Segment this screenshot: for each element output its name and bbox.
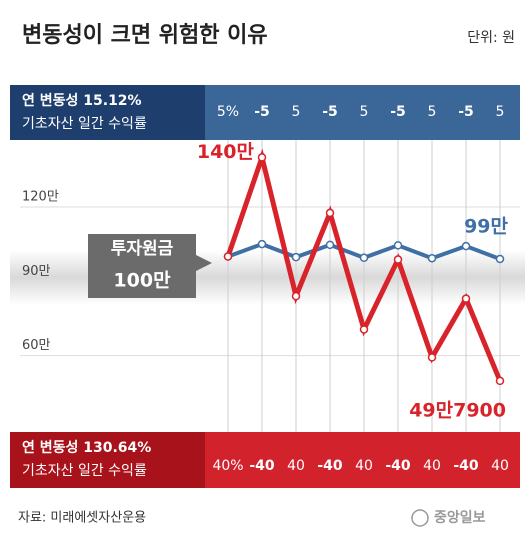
point — [359, 325, 369, 334]
value-label: 99만 — [464, 215, 508, 237]
series-subtitle: 기초자산 일간 수익률 — [22, 116, 147, 132]
point — [393, 255, 403, 264]
return-label: -5 — [322, 104, 338, 120]
point — [257, 239, 267, 249]
series-subtitle: 기초자산 일간 수익률 — [22, 463, 147, 479]
point — [461, 294, 471, 303]
chart-title: 변동성이 크면 위험한 이유 — [22, 22, 268, 48]
point — [291, 291, 301, 301]
point — [495, 254, 505, 264]
point — [257, 153, 267, 162]
logo-icon — [411, 509, 429, 527]
point — [393, 241, 403, 250]
unit: 단위: 원 — [467, 30, 515, 46]
return-label: -40 — [249, 458, 275, 474]
y-tick-label: 60만 — [22, 338, 51, 353]
return-label: -40 — [453, 458, 479, 474]
series-name: 연 변동성 130.64% — [22, 440, 151, 456]
point — [325, 208, 335, 218]
return-label: -40 — [317, 458, 343, 474]
return-label: 5 — [360, 104, 369, 120]
point — [223, 252, 233, 261]
return-label: -5 — [390, 104, 406, 120]
logo: 중앙일보 — [434, 509, 486, 526]
point — [427, 353, 437, 362]
value-label: 140만 — [197, 141, 255, 163]
return-label: 5% — [217, 104, 239, 120]
return-label: 5 — [428, 104, 437, 120]
return-label: 5 — [496, 104, 505, 120]
point — [325, 240, 335, 250]
return-label: -5 — [458, 104, 474, 120]
start-box — [88, 234, 212, 298]
point — [495, 376, 505, 386]
red-band-left — [10, 432, 205, 488]
return-label: 5 — [292, 104, 301, 120]
y-tick-label: 90만 — [22, 264, 51, 279]
return-label: 40 — [287, 458, 305, 474]
source: 자료: 미래에셋자산운용 — [18, 511, 146, 526]
blue-band-left — [10, 85, 205, 140]
point — [427, 253, 437, 263]
return-label: 40 — [491, 458, 509, 474]
point — [359, 253, 369, 262]
return-label: 40 — [423, 458, 441, 474]
point — [291, 252, 301, 262]
return-label: 40% — [212, 458, 243, 474]
return-label: -40 — [385, 458, 411, 474]
series-name: 연 변동성 15.12% — [22, 93, 142, 109]
value-label: 49만7900 — [409, 399, 506, 421]
return-label: 40 — [355, 458, 373, 474]
y-tick-label: 120만 — [22, 189, 59, 204]
shade-band — [10, 250, 525, 305]
point — [461, 241, 471, 251]
start-value: 100만 — [113, 270, 171, 292]
return-label: -5 — [254, 104, 270, 120]
start-title: 투자원금 — [111, 239, 174, 259]
